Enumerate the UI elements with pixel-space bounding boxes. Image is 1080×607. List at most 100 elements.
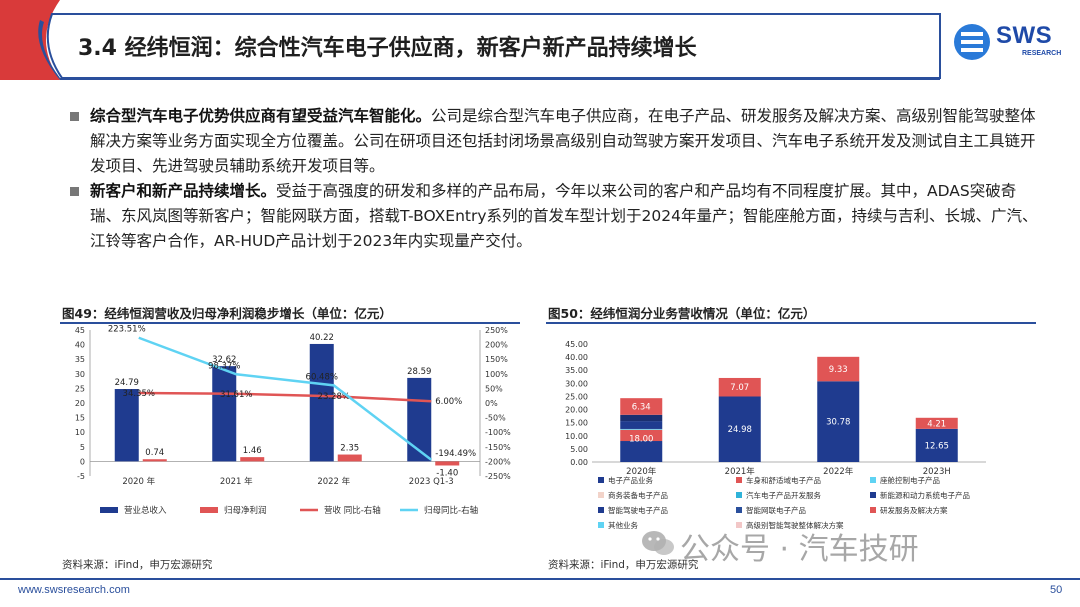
legend-swatch bbox=[100, 507, 118, 513]
bullet-square-icon bbox=[70, 187, 79, 196]
y-tick-label: 20.00 bbox=[565, 406, 588, 415]
revenue-yoy-label: 6.00% bbox=[435, 397, 462, 407]
revenue-yoy-line bbox=[138, 391, 432, 403]
chart50-title: 图50：经纬恒润分业务营收情况（单位：亿元） bbox=[548, 306, 816, 321]
net-profit-yoy-label: 60.48% bbox=[306, 372, 338, 382]
net-profit-bar bbox=[337, 454, 362, 462]
y-tick-label-left: 20 bbox=[75, 399, 85, 408]
electronics-bar-segment bbox=[620, 414, 663, 422]
legend-label: 智能驾驶电子产品 bbox=[608, 505, 668, 515]
rd-services-bar bbox=[620, 398, 663, 415]
rd-services-bar-label: 9.33 bbox=[829, 365, 848, 375]
legend-swatch bbox=[736, 522, 742, 528]
legend-swatch bbox=[598, 507, 604, 513]
y-tick-label: 10.00 bbox=[565, 432, 588, 441]
legend-label: 座舱控制电子产品 bbox=[880, 475, 940, 485]
y-tick-label: 40.00 bbox=[565, 353, 588, 362]
chart49-title: 图49：经纬恒润营收及归母净利润稳步增长（单位：亿元） bbox=[62, 306, 392, 321]
bullet-item: 综合型汽车电子优势供应商有望受益汽车智能化。公司是综合型汽车电子供应商，在电子产… bbox=[70, 104, 1040, 179]
chart50: 0.00 5.00 10.00 15.00 20.00 25.00 30.00 35.00 40… bbox=[565, 340, 986, 530]
y-tick-label-right: -200% bbox=[485, 457, 511, 466]
sws-logo-icon bbox=[954, 24, 990, 60]
rd-services-bar-label: 6.34 bbox=[632, 402, 651, 412]
electronics-bar bbox=[718, 396, 761, 462]
x-tick-label: 2020年 bbox=[626, 466, 657, 477]
revenue-yoy-label: 31.61% bbox=[220, 390, 252, 400]
y-tick-label-left: 30 bbox=[75, 370, 85, 379]
bullet-lead: 综合型汽车电子优势供应商有望受益汽车智能化。 bbox=[90, 107, 432, 125]
revenue-bar bbox=[407, 377, 432, 462]
chart49-source: 资料来源：iFind，申万宏源研究 bbox=[62, 559, 213, 571]
legend-swatch bbox=[598, 477, 604, 483]
y-tick-label-left: 35 bbox=[75, 355, 85, 364]
y-tick-label-right: -100% bbox=[485, 428, 511, 437]
chart50-title-rule bbox=[546, 322, 1036, 324]
electronics-bar-label: 30.78 bbox=[826, 418, 850, 428]
revenue-bar bbox=[114, 389, 139, 462]
x-tick-label: 2023H bbox=[923, 467, 951, 477]
y-tick-label-right: 250% bbox=[485, 326, 508, 335]
y-tick-label: 5.00 bbox=[570, 445, 588, 454]
bullet-body: 受益于高强度的研发和多样的产品布局，今年以来公司的客户和产品均有不同程度扩展。其… bbox=[90, 182, 1038, 250]
net-profit-yoy-label: -194.49% bbox=[435, 449, 476, 459]
footer-rule bbox=[0, 578, 1080, 580]
electronics-bar-label: 18.00 bbox=[629, 434, 653, 444]
y-tick-label: 35.00 bbox=[565, 366, 588, 375]
footer-url[interactable]: www.swsresearch.com bbox=[18, 584, 130, 596]
y-tick-label-left: 15 bbox=[75, 414, 85, 423]
watermark: 公众号 · 汽车技研 bbox=[680, 532, 919, 567]
chart50-source: 资料来源：iFind，申万宏源研究 bbox=[548, 559, 699, 571]
net-profit-bar-label: -1.40 bbox=[436, 468, 458, 478]
legend-label: 营业总收入 bbox=[124, 505, 167, 516]
legend-label: 汽车电子产品开发服务 bbox=[746, 490, 821, 500]
logo-subtext: RESEARCH bbox=[1022, 50, 1062, 57]
legend-label: 研发服务及解决方案 bbox=[880, 505, 948, 515]
electronics-bar-label: 24.98 bbox=[728, 425, 752, 435]
bullet-lead: 新客户和新产品持续增长。 bbox=[90, 182, 277, 200]
revenue-bar-label: 24.79 bbox=[115, 378, 139, 388]
legend-label: 其他业务 bbox=[608, 520, 638, 530]
bullet-body: 公司是综合型汽车电子供应商，在电子产品、研发服务及解决方案、高级别智能驾驶整体解… bbox=[90, 107, 1036, 175]
electronics-bar bbox=[915, 428, 958, 462]
x-tick-label: 2022 年 bbox=[317, 476, 350, 487]
y-tick-label-right: -150% bbox=[485, 443, 511, 452]
y-tick-label-right: 100% bbox=[485, 370, 508, 379]
y-tick-label-right: 200% bbox=[485, 341, 508, 350]
legend-label: 营收 同比-右轴 bbox=[324, 505, 381, 516]
rd-services-bar bbox=[915, 417, 958, 429]
net-profit-yoy-label: 223.51% bbox=[108, 325, 146, 335]
revenue-bar-label: 28.59 bbox=[407, 367, 431, 377]
bullet-item: 新客户和新产品持续增长。受益于高强度的研发和多样的产品布局，今年以来公司的客户和… bbox=[70, 179, 1040, 254]
legend-swatch bbox=[736, 477, 742, 483]
legend-swatch bbox=[200, 507, 218, 513]
net-profit-bar bbox=[240, 457, 265, 462]
net-profit-bar bbox=[142, 459, 167, 462]
legend-swatch bbox=[870, 507, 876, 513]
legend-swatch bbox=[736, 507, 742, 513]
y-tick-label-right: 150% bbox=[485, 355, 508, 364]
y-tick-label-left: 5 bbox=[80, 443, 85, 452]
legend-label: 智能网联电子产品 bbox=[746, 505, 806, 515]
net-profit-bar bbox=[435, 461, 460, 466]
y-tick-label-left: -5 bbox=[77, 472, 85, 481]
net-profit-yoy-line bbox=[138, 336, 433, 461]
revenue-yoy-label: 23.28% bbox=[318, 392, 350, 402]
wechat-icon bbox=[642, 531, 674, 555]
electronics-bar-segment bbox=[620, 428, 663, 430]
bullet-list: 综合型汽车电子优势供应商有望受益汽车智能化。公司是综合型汽车电子供应商，在电子产… bbox=[70, 104, 1040, 254]
logo-text: SWS bbox=[996, 22, 1053, 49]
legend-label: 归母同比-右轴 bbox=[424, 505, 478, 516]
net-profit-yoy-label: 98.37% bbox=[208, 361, 240, 371]
legend-label: 电子产品业务 bbox=[608, 475, 653, 485]
revenue-bar-label: 32.62 bbox=[212, 355, 236, 365]
y-tick-label: 45.00 bbox=[565, 340, 588, 349]
legend-swatch bbox=[598, 492, 604, 498]
legend-swatch bbox=[598, 522, 604, 528]
legend-swatch bbox=[870, 477, 876, 483]
y-tick-label-left: 10 bbox=[75, 428, 85, 437]
y-tick-label-left: 0 bbox=[80, 457, 85, 466]
revenue-yoy-label: 34.35% bbox=[123, 389, 155, 399]
electronics-bar bbox=[817, 381, 860, 462]
y-tick-label: 0.00 bbox=[570, 458, 588, 467]
y-tick-label-right: 0% bbox=[485, 399, 498, 408]
